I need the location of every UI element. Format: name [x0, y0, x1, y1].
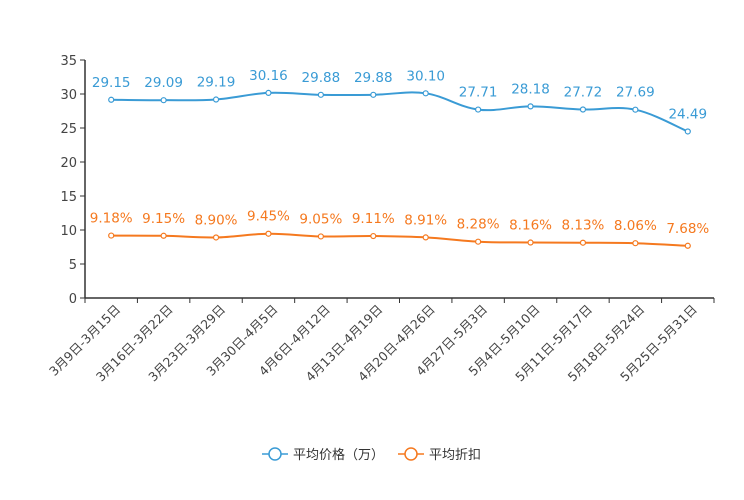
- data-point: [422, 234, 429, 241]
- y-tick-label: 35: [60, 54, 77, 69]
- data-point: [108, 96, 115, 103]
- data-label: 29.88: [302, 70, 341, 86]
- data-point: [160, 97, 167, 104]
- data-point: [684, 242, 691, 249]
- data-label: 27.72: [564, 85, 603, 101]
- y-tick-label: 25: [60, 122, 77, 137]
- data-label: 8.91%: [404, 212, 447, 228]
- data-point: [527, 103, 534, 110]
- data-label: 27.71: [459, 85, 498, 101]
- data-label: 9.18%: [90, 211, 133, 227]
- data-point: [265, 89, 272, 97]
- data-point: [527, 239, 534, 246]
- y-tick-label: 0: [69, 292, 77, 307]
- data-point: [317, 233, 324, 240]
- y-tick-label: 30: [60, 88, 77, 103]
- data-point: [579, 239, 587, 246]
- data-point: [265, 230, 272, 237]
- y-tick-label: 5: [69, 258, 77, 273]
- data-label: 27.69: [616, 85, 655, 101]
- data-label: 7.68%: [666, 221, 709, 237]
- data-label: 8.16%: [509, 218, 552, 234]
- data-point: [212, 96, 220, 103]
- data-label: 8.06%: [614, 218, 657, 234]
- data-point: [212, 234, 220, 241]
- data-label: 8.13%: [562, 218, 605, 234]
- data-point: [579, 106, 587, 113]
- series-line-1: [111, 232, 688, 247]
- data-label: 8.28%: [457, 217, 500, 233]
- legend-marker: [268, 447, 282, 461]
- series-line-0: [111, 91, 689, 133]
- data-point: [684, 128, 691, 135]
- data-label: 28.18: [511, 81, 550, 97]
- data-label: 24.49: [668, 106, 707, 122]
- data-label: 9.11%: [352, 211, 395, 227]
- data-label: 30.10: [406, 68, 445, 84]
- legend-label: 平均折扣: [429, 448, 481, 463]
- data-point: [370, 232, 377, 240]
- y-tick-label: 20: [60, 156, 77, 171]
- data-point: [317, 91, 324, 98]
- data-label: 9.05%: [299, 211, 342, 227]
- data-point: [475, 238, 482, 245]
- data-point: [108, 232, 115, 239]
- data-point: [422, 90, 429, 97]
- data-label: 29.09: [144, 75, 183, 91]
- data-point: [370, 91, 377, 98]
- legend-marker: [404, 447, 418, 461]
- data-label: 9.45%: [247, 209, 290, 225]
- data-point: [475, 106, 482, 113]
- data-label: 9.15%: [142, 211, 185, 227]
- data-point: [160, 232, 167, 239]
- data-point: [632, 106, 639, 113]
- data-label: 29.15: [92, 75, 131, 91]
- data-label: 30.16: [249, 68, 288, 84]
- data-label: 8.90%: [195, 212, 238, 228]
- legend-label: 平均价格（万）: [293, 447, 384, 463]
- y-tick-label: 15: [60, 190, 77, 205]
- data-label: 29.19: [197, 75, 236, 91]
- data-label: 29.88: [354, 70, 393, 86]
- y-tick-label: 10: [60, 224, 77, 239]
- data-point: [632, 240, 639, 247]
